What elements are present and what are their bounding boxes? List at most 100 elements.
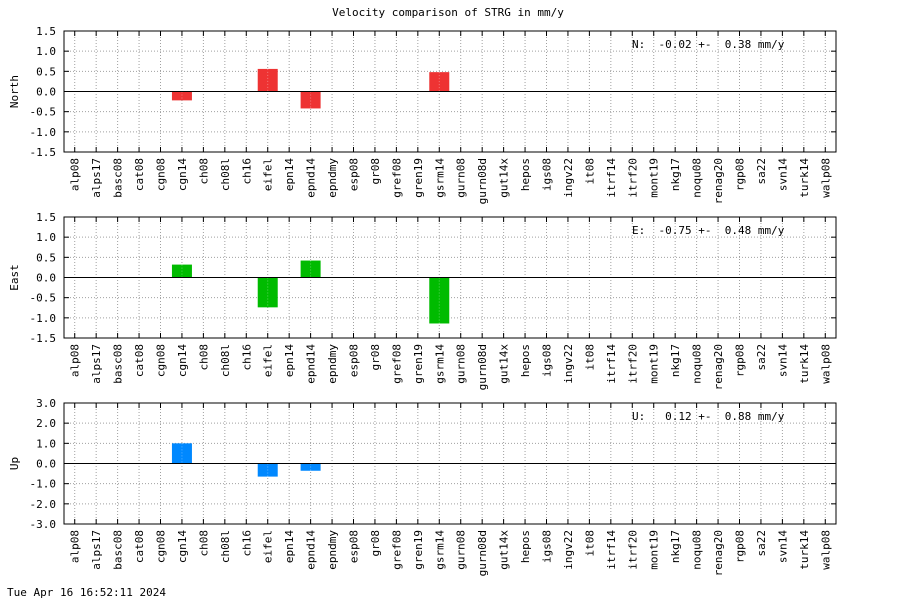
x-tick-label: turk14 — [798, 344, 811, 384]
bar-eifel — [257, 277, 278, 308]
x-tick-label: gren19 — [412, 530, 425, 570]
x-tick-label: mont19 — [648, 158, 661, 198]
y-tick-label: -2.0 — [30, 498, 57, 511]
x-tick-label: rgp08 — [734, 158, 747, 191]
x-tick-label: itrf20 — [626, 530, 639, 570]
x-tick-label: alp08 — [69, 158, 82, 191]
x-tick-label: svn14 — [776, 344, 789, 377]
x-tick-label: epndmy — [326, 158, 339, 198]
summary-annotation: N: -0.02 +- 0.38 mm/y — [632, 38, 785, 51]
x-tick-label: rgp08 — [734, 344, 747, 377]
x-tick-label: hepos — [519, 530, 532, 563]
x-tick-label: eifel — [262, 344, 275, 377]
x-tick-label: epnd14 — [305, 158, 318, 198]
x-tick-label: igs08 — [541, 530, 554, 563]
x-tick-label: gr08 — [369, 344, 382, 371]
x-tick-label: svn14 — [776, 158, 789, 191]
x-tick-label: nkg17 — [669, 530, 682, 563]
bar-gsrm14 — [429, 277, 450, 324]
x-tick-label: cat08 — [133, 158, 146, 191]
y-tick-label: 1.0 — [36, 231, 56, 244]
bar-epnd14 — [300, 260, 321, 278]
x-tick-label: itrf20 — [626, 158, 639, 198]
plot-frame — [63, 402, 837, 525]
y-axis-label: Up — [8, 457, 21, 470]
x-tick-label: cgn14 — [176, 158, 189, 191]
x-tick-label: gurn08 — [455, 158, 468, 198]
x-tick-label: renag20 — [712, 530, 725, 576]
x-tick-label: gut14x — [498, 344, 511, 384]
x-tick-label: gurn08d — [476, 530, 489, 576]
x-tick-label: epn14 — [283, 158, 296, 191]
x-tick-label: cgn14 — [176, 344, 189, 377]
x-tick-label: svn14 — [776, 530, 789, 563]
summary-annotation: U: 0.12 +- 0.88 mm/y — [632, 410, 785, 423]
x-tick-label: gurn08 — [455, 530, 468, 570]
bar-cgn14 — [171, 91, 192, 101]
y-tick-label: -0.5 — [30, 292, 57, 305]
bar-cgn14 — [171, 264, 192, 278]
x-tick-label: ch08 — [197, 530, 210, 557]
x-tick-label: alps17 — [90, 530, 103, 570]
x-tick-label: alp08 — [69, 530, 82, 563]
bar-eifel — [257, 463, 278, 477]
x-tick-label: walp08 — [819, 344, 832, 384]
x-tick-label: gut14x — [498, 158, 511, 198]
x-tick-label: alps17 — [90, 158, 103, 198]
x-tick-label: sa22 — [755, 530, 768, 557]
x-tick-label: rgp08 — [734, 530, 747, 563]
y-tick-label: -0.5 — [30, 106, 57, 119]
x-tick-label: walp08 — [819, 530, 832, 570]
x-tick-label: epndmy — [326, 344, 339, 384]
y-tick-label: -1.5 — [30, 332, 57, 345]
y-axis-label: North — [8, 75, 21, 108]
x-tick-label: cgn08 — [155, 344, 168, 377]
x-tick-label: noqu08 — [691, 158, 704, 198]
x-tick-label: gsrm14 — [433, 158, 446, 198]
x-tick-label: ch08 — [197, 158, 210, 185]
timestamp: Tue Apr 16 16:52:11 2024 — [7, 586, 166, 599]
x-tick-label: gren19 — [412, 158, 425, 198]
x-tick-label: it08 — [583, 158, 596, 185]
x-tick-label: alp08 — [69, 344, 82, 377]
x-tick-label: eifel — [262, 158, 275, 191]
x-tick-label: ch16 — [240, 344, 253, 371]
x-tick-label: epnd14 — [305, 530, 318, 570]
x-tick-label: noqu08 — [691, 530, 704, 570]
x-tick-label: ingv22 — [562, 158, 575, 198]
x-tick-label: ingv22 — [562, 344, 575, 384]
x-tick-label: gurn08d — [476, 158, 489, 204]
x-tick-label: gurn08d — [476, 344, 489, 390]
x-tick-label: renag20 — [712, 344, 725, 390]
x-tick-label: cgn08 — [155, 158, 168, 191]
summary-annotation: E: -0.75 +- 0.48 mm/y — [632, 224, 785, 237]
x-tick-label: gut14x — [498, 530, 511, 570]
x-tick-label: it08 — [583, 530, 596, 557]
x-tick-label: ch08l — [219, 530, 232, 563]
x-tick-label: ch08 — [197, 344, 210, 371]
x-tick-label: turk14 — [798, 530, 811, 570]
y-tick-label: 2.0 — [36, 417, 56, 430]
x-tick-label: sa22 — [755, 158, 768, 185]
x-tick-label: cat08 — [133, 530, 146, 563]
y-axis-label: East — [8, 264, 21, 291]
x-tick-label: mont19 — [648, 530, 661, 570]
x-tick-label: gren19 — [412, 344, 425, 384]
x-tick-label: epnd14 — [305, 344, 318, 384]
y-tick-label: 3.0 — [36, 397, 56, 410]
y-tick-label: 1.5 — [36, 25, 56, 38]
x-tick-label: itrf14 — [605, 344, 618, 384]
bar-cgn14 — [171, 443, 192, 464]
x-tick-label: epndmy — [326, 530, 339, 570]
panel-north: 1.5 1.0 0.5 0.0 -0.5 -1.0 -1.5 alp08 alps17 basc0… — [8, 25, 837, 204]
x-tick-label: cgn14 — [176, 530, 189, 563]
x-tick-label: ingv22 — [562, 530, 575, 570]
x-tick-label: hepos — [519, 344, 532, 377]
x-tick-label: igs08 — [541, 158, 554, 191]
x-tick-label: basc08 — [112, 344, 125, 384]
x-tick-label: esp08 — [348, 158, 361, 191]
y-tick-label: 1.0 — [36, 437, 56, 450]
y-tick-label: -1.5 — [30, 146, 57, 159]
x-tick-label: gr08 — [369, 530, 382, 557]
